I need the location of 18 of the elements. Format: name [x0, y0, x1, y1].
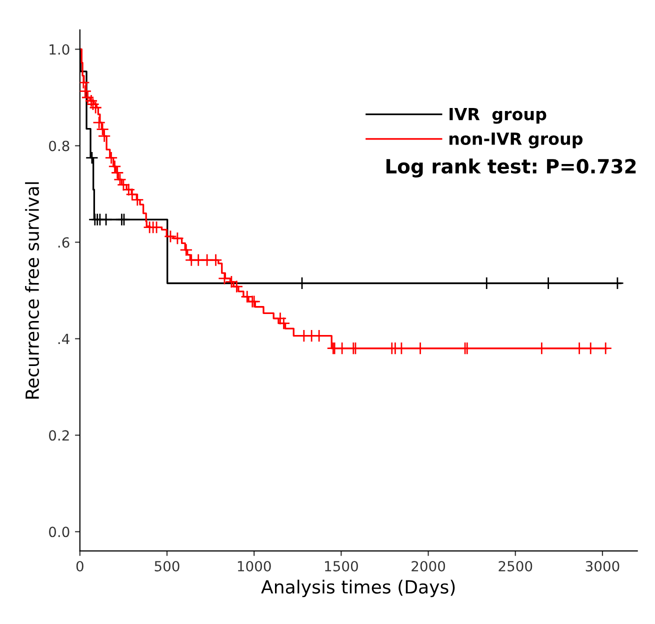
x-tick-label: 1000 — [238, 560, 271, 572]
y-tick-label: .6 — [58, 237, 70, 248]
legend-label: non-IVR group — [449, 132, 583, 148]
x-tick-label: 500 — [154, 560, 180, 572]
y-tick-label: 0.8 — [49, 140, 70, 152]
y-tick-label: 1.0 — [50, 44, 70, 55]
x-tick-label: 2500 — [498, 560, 532, 572]
x-tick-label: 2000 — [412, 560, 446, 572]
y-tick-label: .4 — [58, 334, 70, 344]
legend-label: IVR group — [450, 108, 546, 124]
x-axis-title: Analysis times (Days) — [261, 580, 455, 598]
y-tick-label: 0.0 — [49, 526, 70, 538]
y-tick-label: 0.2 — [49, 430, 69, 441]
x-tick-label: 1500 — [325, 560, 358, 572]
x-tick-label: 0 — [76, 560, 84, 572]
x-tick-label: 3000 — [586, 560, 620, 572]
annotation: Log rank test: P=0.732 — [386, 158, 636, 178]
y-axis-title: Recurrence free survival — [25, 182, 40, 399]
